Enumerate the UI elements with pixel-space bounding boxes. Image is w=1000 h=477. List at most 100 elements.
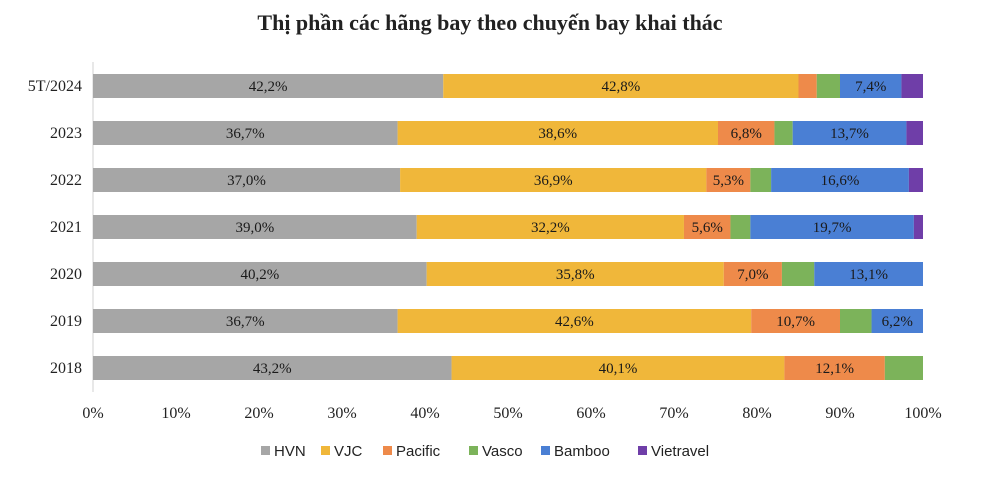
bar-segment-hvn (93, 309, 398, 333)
x-tick-label: 60% (576, 405, 605, 422)
x-axis-tick-labels: 0% 10% 20% 30% 40% 50% 60% 70% 80% 90% 100% (82, 405, 941, 422)
data-label: 36,9% (534, 173, 573, 189)
legend-swatch-vietravel (638, 446, 647, 455)
bar-segment-vasco (840, 309, 872, 333)
data-label: 42,6% (555, 314, 594, 330)
bar-segment-vietravel (908, 168, 923, 192)
bar-segment-pacific (798, 74, 817, 98)
legend-label-vietravel: Vietravel (651, 443, 709, 460)
bar-segment-pacific (723, 262, 782, 286)
bar-segment-vietravel (906, 121, 923, 145)
data-label: 42,8% (602, 79, 641, 95)
category-label: 2018 (50, 360, 82, 377)
bar-segment-bamboo (840, 74, 902, 98)
x-tick-label: 80% (742, 405, 771, 422)
bar-segment-vjc (397, 121, 718, 145)
legend-swatch-vasco (469, 446, 478, 455)
legend-swatch-pacific (383, 446, 392, 455)
x-tick-label: 20% (244, 405, 273, 422)
x-tick-label: 10% (161, 405, 190, 422)
bar-segment-vjc (416, 215, 684, 239)
bar-segment-hvn (93, 215, 417, 239)
x-tick-label: 30% (327, 405, 356, 422)
legend: HVN VJC Pacific Vasco Bamboo Vietravel (261, 443, 709, 460)
legend-swatch-hvn (261, 446, 270, 455)
bar-segment-hvn (93, 168, 401, 192)
bar-segment-pacific (683, 215, 731, 239)
legend-label-pacific: Pacific (396, 443, 441, 460)
data-label: 6,2% (882, 314, 913, 330)
bar-segment-pacific (784, 356, 885, 380)
data-label: 10,7% (776, 314, 815, 330)
data-label: 38,6% (538, 126, 577, 142)
category-label: 2020 (50, 266, 82, 283)
bar-segment-pacific (706, 168, 751, 192)
data-label: 43,2% (253, 361, 292, 377)
bar-segment-bamboo (750, 215, 914, 239)
data-label: 19,7% (813, 220, 852, 236)
bar-segment-pacific (751, 309, 840, 333)
data-label: 32,2% (531, 220, 570, 236)
category-label: 2023 (50, 125, 82, 142)
data-label: 5,3% (713, 173, 744, 189)
category-label: 2022 (50, 172, 82, 189)
bar-segment-vasco (774, 121, 793, 145)
bar-segment-hvn (93, 74, 444, 98)
bar-segment-vjc (426, 262, 724, 286)
bar-segment-vjc (400, 168, 707, 192)
data-label: 35,8% (556, 267, 595, 283)
bars: 42,2% 42,8% 7,4% 36,7% 38,6% 6,8% 13,7% 37,0% 36… (93, 74, 923, 380)
category-label: 2019 (50, 313, 82, 330)
bar-segment-hvn (93, 356, 452, 380)
data-label: 42,2% (249, 79, 288, 95)
data-label: 36,7% (226, 126, 265, 142)
category-label: 5T/2024 (28, 78, 82, 95)
data-label: 16,6% (821, 173, 860, 189)
bar-segment-vasco (750, 168, 772, 192)
x-tick-label: 0% (82, 405, 103, 422)
data-label: 40,2% (240, 267, 279, 283)
legend-swatch-vjc (321, 446, 330, 455)
category-label: 2021 (50, 219, 82, 236)
bar-segment-vjc (451, 356, 785, 380)
x-tick-label: 100% (904, 405, 941, 422)
data-label: 13,1% (849, 267, 888, 283)
bar-segment-bamboo (814, 262, 923, 286)
bar-segment-vietravel (913, 215, 923, 239)
bar-segment-vasco (816, 74, 840, 98)
data-label: 37,0% (227, 173, 266, 189)
chart-title: Thị phần các hãng bay theo chuyến bay kh… (257, 10, 722, 35)
legend-swatch-bamboo (541, 446, 550, 455)
data-label: 12,1% (815, 361, 854, 377)
bar-segment-vasco (730, 215, 751, 239)
bar-segment-vasco (781, 262, 815, 286)
category-labels: 5T/2024 2023 2022 2021 2020 2019 2018 (28, 78, 82, 377)
bar-segment-bamboo (792, 121, 907, 145)
bar-segment-pacific (717, 121, 775, 145)
x-tick-label: 40% (410, 405, 439, 422)
legend-label-vasco: Vasco (482, 443, 523, 460)
data-label: 36,7% (226, 314, 265, 330)
bar-segment-vjc (443, 74, 799, 98)
data-label: 7,0% (737, 267, 768, 283)
bar-segment-bamboo (771, 168, 909, 192)
bar-segment-hvn (93, 262, 427, 286)
data-label: 40,1% (599, 361, 638, 377)
data-label: 7,4% (855, 79, 886, 95)
bar-segment-vietravel (901, 74, 923, 98)
legend-label-vjc: VJC (334, 443, 363, 460)
data-label: 6,8% (731, 126, 762, 142)
x-tick-label: 50% (493, 405, 522, 422)
legend-label-bamboo: Bamboo (554, 443, 610, 460)
data-label: 5,6% (692, 220, 723, 236)
x-tick-label: 90% (825, 405, 854, 422)
bar-segment-vasco (884, 356, 923, 380)
bar-segment-vjc (397, 309, 752, 333)
data-label: 39,0% (235, 220, 274, 236)
bar-segment-bamboo (871, 309, 923, 333)
legend-label-hvn: HVN (274, 443, 306, 460)
data-label: 13,7% (830, 126, 869, 142)
x-tick-label: 70% (659, 405, 688, 422)
bar-segment-hvn (93, 121, 398, 145)
